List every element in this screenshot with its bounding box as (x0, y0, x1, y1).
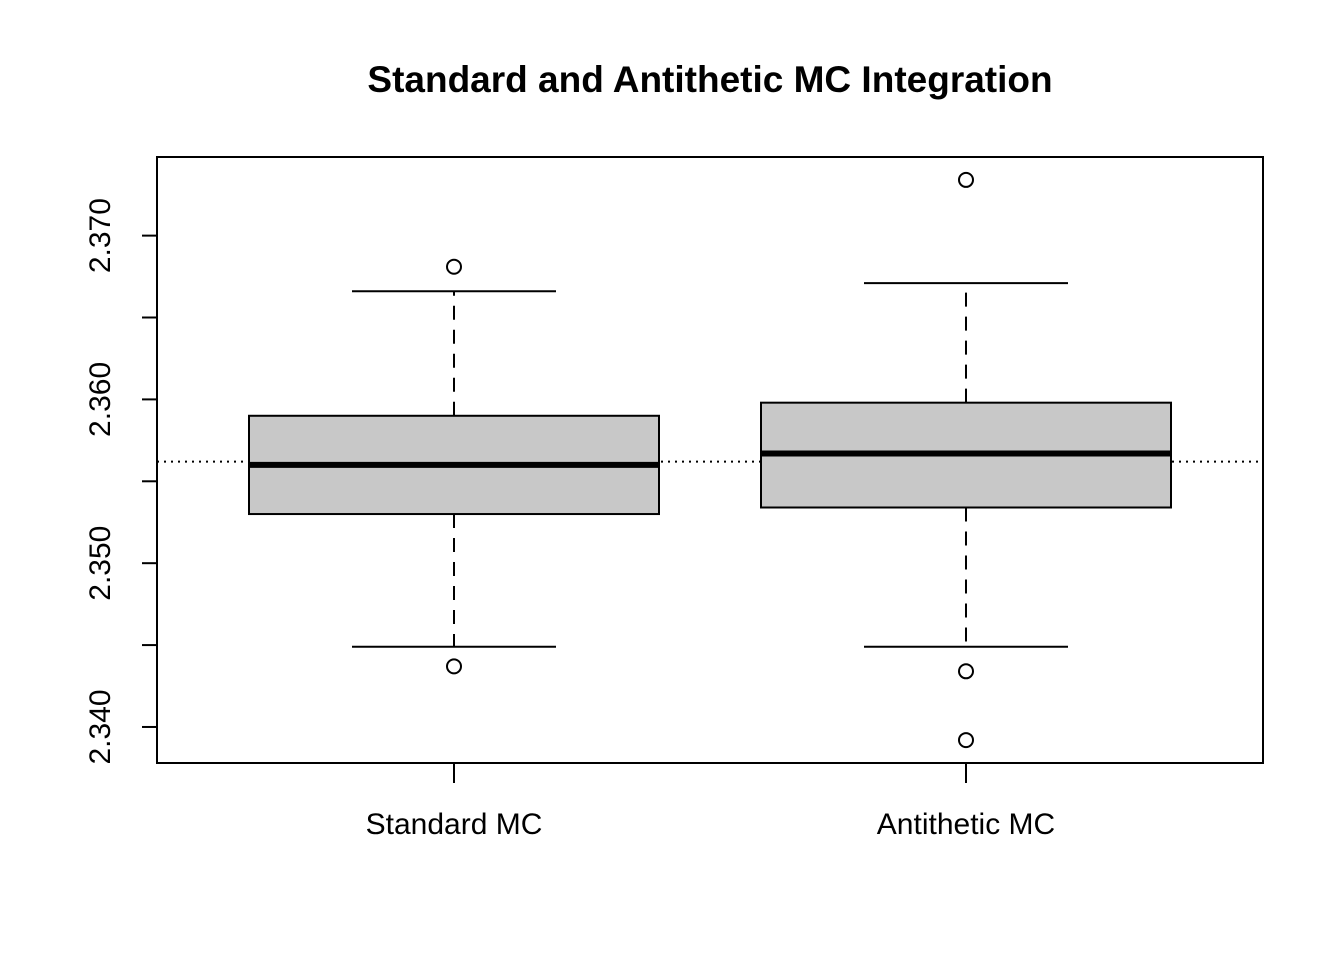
y-tick-label: 2.370 (84, 198, 117, 273)
y-tick-label: 2.360 (84, 362, 117, 437)
outlier-point (958, 663, 974, 680)
plot-area: 2.340 2.350 2.360 2.370 Standard MC Antitheti… (84, 156, 1264, 841)
outlier-point (446, 258, 462, 275)
x-category-label: Standard MC (366, 808, 543, 841)
y-tick-label: 2.350 (84, 526, 117, 601)
chart-title: Standard and Antithetic MC Integration (367, 59, 1052, 100)
y-tick-label: 2.340 (84, 689, 117, 764)
outlier-point (958, 171, 974, 188)
plot-frame (156, 156, 1264, 764)
x-category-label: Antithetic MC (877, 808, 1055, 841)
outlier-point (446, 658, 462, 675)
outlier-point (958, 732, 974, 749)
